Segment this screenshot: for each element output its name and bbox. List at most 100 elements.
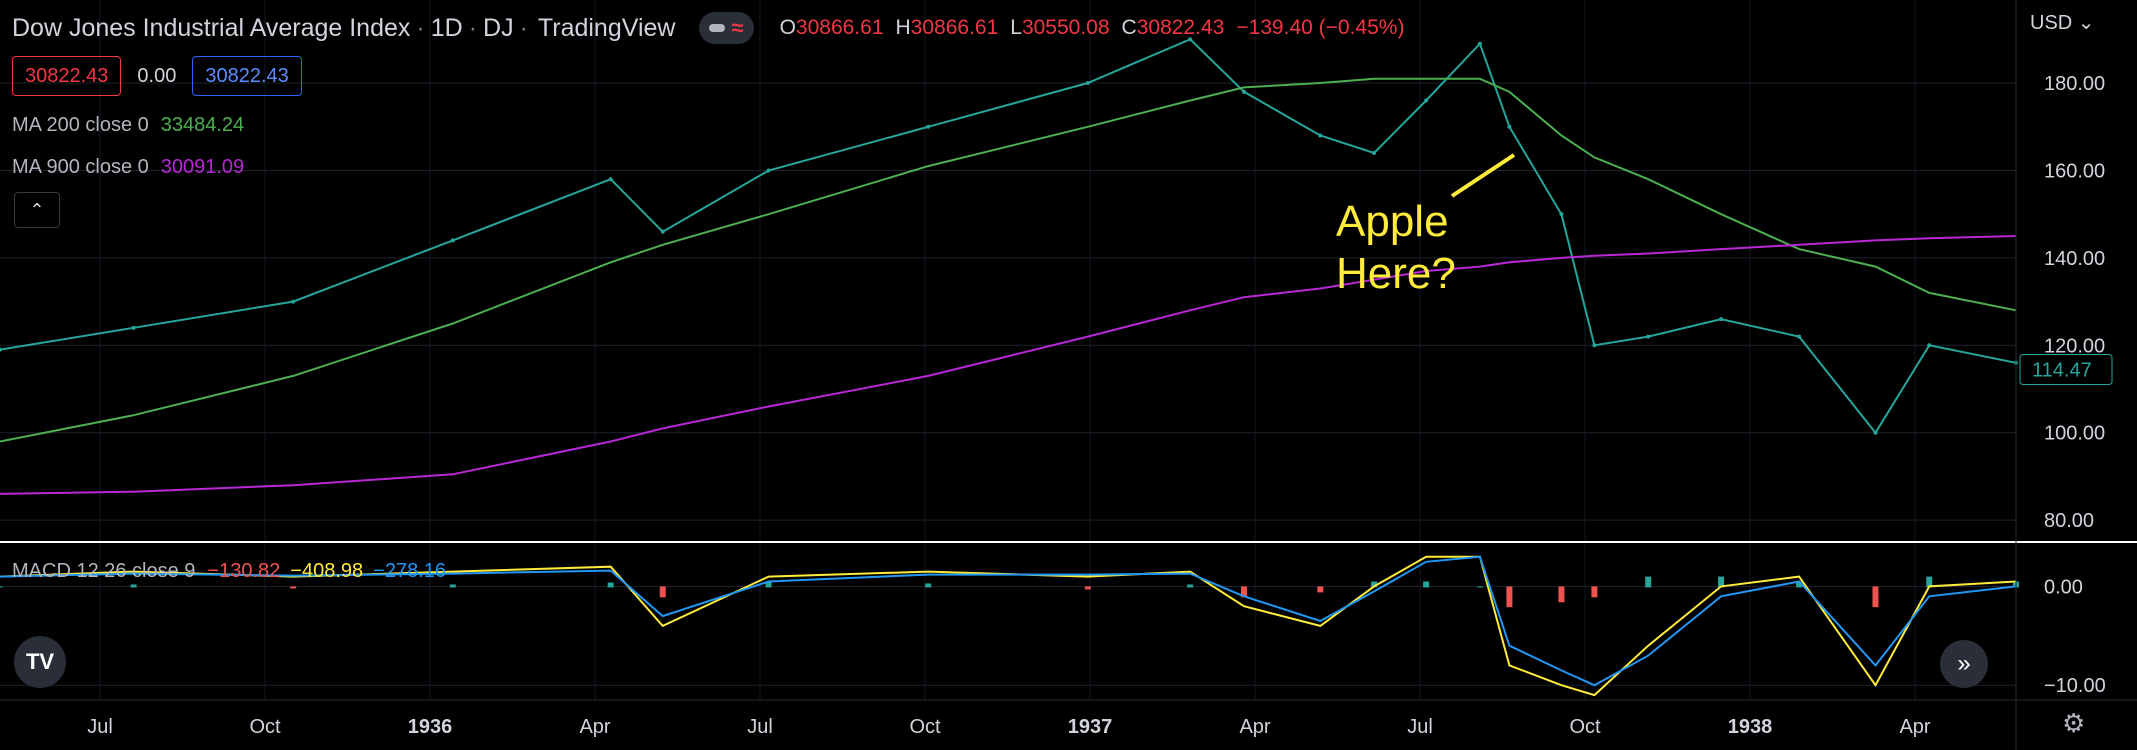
last-price-marker — [2019, 353, 2113, 385]
price-point — [1372, 150, 1377, 155]
buy-price-button[interactable]: 30822.43 — [192, 56, 302, 96]
scroll-to-realtime-button[interactable]: » — [1940, 640, 1988, 688]
price-axis: 80.00 100.00 120.00 140.00 160.00 180.00 114.4… — [2019, 73, 2113, 532]
ma900-line — [0, 235, 2017, 495]
macd-histogram-bar — [659, 586, 666, 598]
time-axis: Jul Oct 1936 Apr Jul Oct 1937 Apr Jul Oct 1938 Apr — [87, 716, 1931, 738]
price-point — [1241, 89, 1246, 94]
macd-histogram-bar — [925, 583, 932, 588]
chart-style-toggle[interactable]: ≈ — [699, 12, 754, 44]
price-tick-label: 180.00 — [2044, 73, 2105, 95]
macd-histogram-bar — [1926, 576, 1933, 588]
macd-histogram-bar — [1317, 586, 1324, 593]
time-tick-label: Oct — [249, 716, 281, 738]
time-tick-label: Apr — [1239, 716, 1270, 738]
exchange-label: DJ — [483, 13, 514, 42]
price-tick-label: 160.00 — [2044, 160, 2105, 182]
ohlc-key-O: O — [779, 16, 796, 39]
macd-histogram-bar — [607, 582, 614, 588]
currency-selector[interactable]: USD ⌄ — [2030, 12, 2095, 34]
chevron-down-icon: ⌄ — [2077, 12, 2095, 34]
price-point — [660, 229, 665, 234]
ohlc-value-H: 30866.61 — [910, 16, 999, 39]
time-tick-label: Jul — [87, 716, 113, 738]
price-point — [1592, 343, 1597, 348]
interval-label[interactable]: 1D — [430, 13, 463, 42]
grid-lines — [0, 0, 2016, 700]
time-tick-label: 1936 — [408, 716, 453, 738]
time-tick-label: 1938 — [1728, 716, 1773, 738]
price-point — [766, 168, 771, 173]
price-panel — [0, 37, 2018, 495]
ohlc-value-C: 30822.43 — [1136, 16, 1225, 39]
time-tick-label: Jul — [1407, 716, 1433, 738]
ohlc-value-O: 30866.61 — [795, 16, 884, 39]
macd-histogram-bar — [1796, 581, 1803, 588]
price-point — [1646, 334, 1651, 339]
time-tick-label: Oct — [909, 716, 941, 738]
time-tick-label: 1937 — [1068, 716, 1113, 738]
ma900-legend[interactable]: MA 900 close 0 30091.09 — [12, 156, 245, 178]
ohlc-key-C: C — [1121, 16, 1137, 39]
symbol-title[interactable]: Dow Jones Industrial Average Index — [12, 13, 411, 42]
time-tick-label: Jul — [747, 716, 773, 738]
source-label: TradingView — [537, 13, 676, 42]
macd-histogram-bar — [1645, 576, 1652, 588]
macd-histogram-bar — [1558, 586, 1565, 603]
change-value: −139.40 (−0.45%) — [1236, 16, 1405, 39]
last-price-label: 114.47 — [2032, 359, 2092, 381]
macd-histogram-bar — [1084, 586, 1091, 590]
tradingview-logo-icon[interactable]: TV — [14, 636, 66, 688]
price-line — [0, 38, 2017, 435]
double-chevron-right-icon: » — [1957, 650, 1971, 677]
minus-icon[interactable] — [709, 24, 726, 32]
macd-axis: 0.00 −10.00 — [2044, 576, 2106, 697]
time-tick-label: Oct — [1569, 716, 1601, 738]
price-point — [1507, 124, 1512, 129]
price-point — [0, 347, 2, 352]
macd-histogram-bar — [1240, 586, 1247, 598]
time-tick-label: Apr — [579, 716, 610, 738]
time-tick-label: Apr — [1899, 716, 1930, 738]
price-point — [926, 124, 931, 129]
price-point — [608, 177, 613, 182]
macd-histogram-bar — [1423, 581, 1430, 588]
price-point — [1477, 41, 1482, 46]
macd-histogram-bar — [1506, 586, 1513, 608]
spread-value: 0.00 — [137, 64, 177, 87]
macd-histogram-bar — [1591, 586, 1598, 598]
macd-histogram-bar — [290, 586, 297, 589]
price-point — [1797, 334, 1802, 339]
price-point — [1424, 98, 1429, 103]
collapse-legend-button[interactable]: ⌃ — [14, 192, 60, 228]
price-point — [1719, 317, 1724, 322]
macd-histogram-bar — [1718, 576, 1725, 588]
ma200-legend[interactable]: MA 200 close 0 33484.24 — [12, 114, 245, 136]
price-point — [1085, 81, 1090, 86]
macd-histogram-bar — [1187, 584, 1194, 588]
price-point — [1927, 343, 1932, 348]
wave-icon[interactable]: ≈ — [731, 15, 744, 40]
macd-legend[interactable]: MACD 12 26 close 9 −130.82 −408.98 −278.16 — [12, 560, 446, 582]
settings-gear-icon[interactable]: ⚙ — [2062, 708, 2086, 738]
price-point — [291, 299, 296, 304]
ohlc-key-H: H — [895, 16, 911, 39]
price-point — [1188, 37, 1193, 42]
macd-histogram-bar — [1476, 586, 1483, 588]
price-tick-label: 100.00 — [2044, 423, 2105, 445]
chart-header: Dow Jones Industrial Average Index · 1D … — [12, 10, 1416, 46]
sell-price-button[interactable]: 30822.43 — [12, 56, 122, 96]
ma200-line — [0, 77, 2017, 443]
price-tick-label: 140.00 — [2044, 248, 2105, 270]
price-tick-label: 80.00 — [2044, 510, 2094, 532]
ohlc-values: O30866.61 H30866.61 L30550.08 C30822.43 −139… — [780, 16, 1417, 40]
chevron-up-icon: ⌃ — [29, 199, 45, 220]
price-tick-label: 120.00 — [2044, 335, 2105, 357]
macd-histogram-bar — [765, 581, 772, 588]
price-point — [1559, 212, 1564, 217]
macd-histogram-bar — [130, 584, 137, 588]
macd-panel — [0, 555, 2019, 697]
price-buttons: 30822.43 0.00 30822.43 — [12, 56, 302, 96]
macd-histogram-bar — [0, 586, 3, 588]
